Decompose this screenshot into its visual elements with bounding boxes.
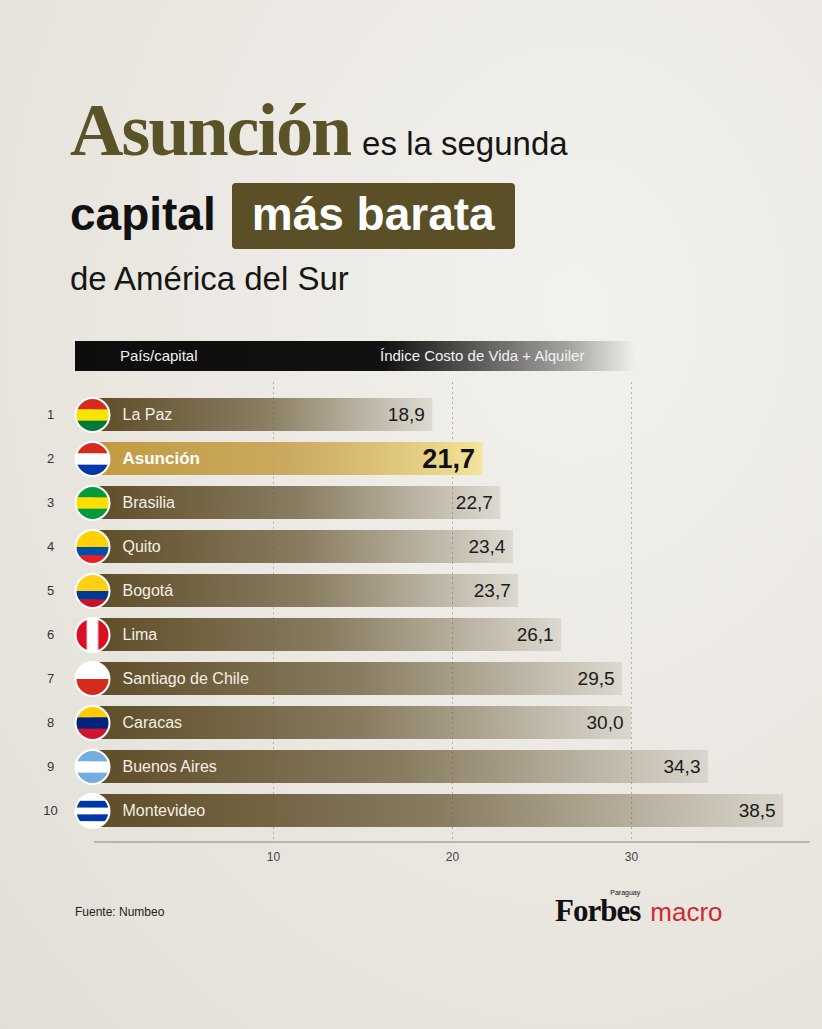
html-text:macro: macro <box>650 897 723 927</box>
svg-text:Quito: Quito <box>123 538 161 555</box>
svg-text:7: 7 <box>47 671 54 686</box>
svg-text:Brasilia: Brasilia <box>123 494 176 511</box>
svg-text:Asunción: Asunción <box>123 449 200 468</box>
html-text:Paraguay: Paraguay <box>610 889 641 896</box>
svg-text:30,0: 30,0 <box>587 712 624 733</box>
svg-text:Bogotá: Bogotá <box>123 582 174 599</box>
html-text:País/capital: País/capital <box>120 347 198 364</box>
svg-text:20: 20 <box>446 850 460 864</box>
svg-text:23,7: 23,7 <box>474 580 511 601</box>
svg-text:21,7: 21,7 <box>422 444 475 474</box>
svg-text:6: 6 <box>47 627 54 642</box>
svg-text:30: 30 <box>625 850 639 864</box>
svg-text:29,5: 29,5 <box>578 668 615 689</box>
svg-text:1: 1 <box>47 407 54 422</box>
html-text:Forbes: Forbes <box>555 893 641 928</box>
svg-text:3: 3 <box>47 495 54 510</box>
svg-text:Montevideo: Montevideo <box>123 802 206 819</box>
html-text:Asunción: Asunción <box>70 89 351 171</box>
svg-text:10: 10 <box>267 850 281 864</box>
html-text:Índice Costo de Vida + Alquile: Índice Costo de Vida + Alquiler <box>380 347 585 364</box>
svg-text:9: 9 <box>47 759 54 774</box>
svg-text:4: 4 <box>47 539 54 554</box>
svg-text:26,1: 26,1 <box>517 624 554 645</box>
svg-text:5: 5 <box>47 583 54 598</box>
svg-text:8: 8 <box>47 715 54 730</box>
svg-text:La Paz: La Paz <box>123 406 173 423</box>
svg-text:Santiago de Chile: Santiago de Chile <box>123 670 249 687</box>
html-text:es la segunda: es la segunda <box>362 125 568 162</box>
html-text:Fuente: Numbeo: Fuente: Numbeo <box>75 905 165 919</box>
svg-text:Lima: Lima <box>123 626 158 643</box>
svg-text:10: 10 <box>43 803 57 818</box>
svg-text:23,4: 23,4 <box>468 536 505 557</box>
svg-text:34,3: 34,3 <box>663 756 700 777</box>
svg-text:38,5: 38,5 <box>739 800 776 821</box>
html-text:de América del Sur: de América del Sur <box>70 260 349 297</box>
html-text:capital: capital <box>70 188 216 240</box>
html-text:más barata: más barata <box>251 188 495 240</box>
svg-text:22,7: 22,7 <box>456 492 493 513</box>
svg-text:Buenos Aires: Buenos Aires <box>123 758 217 775</box>
svg-text:18,9: 18,9 <box>388 404 425 425</box>
svg-text:2: 2 <box>47 451 54 466</box>
svg-text:Caracas: Caracas <box>123 714 183 731</box>
